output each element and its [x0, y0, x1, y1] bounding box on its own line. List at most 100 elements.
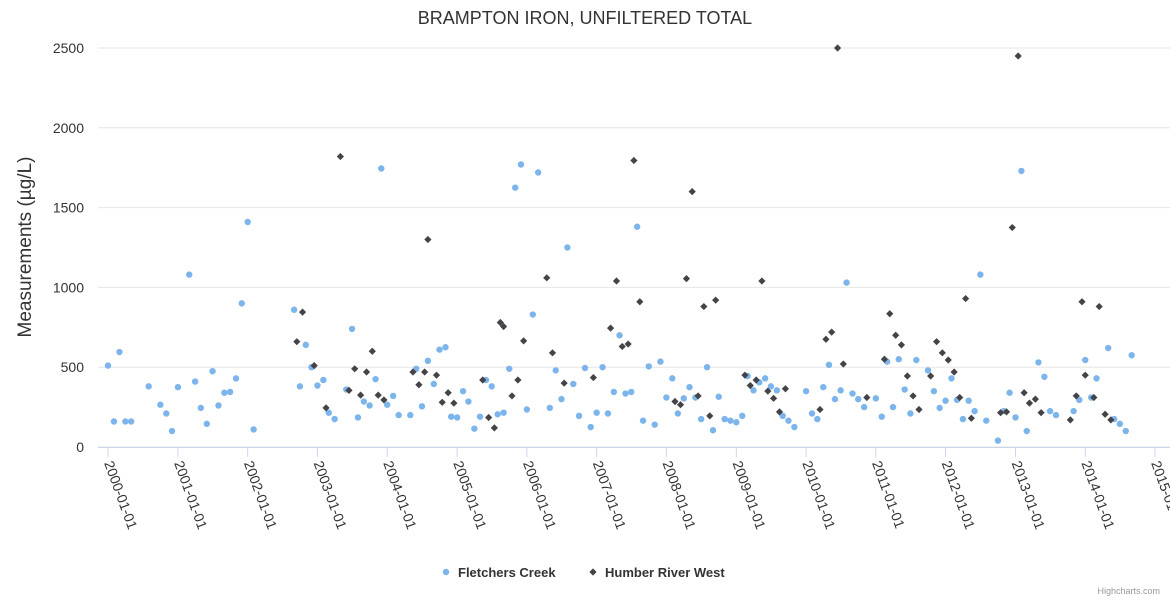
data-point[interactable] [1082, 356, 1089, 364]
data-point[interactable] [645, 363, 652, 370]
data-point[interactable] [496, 318, 504, 327]
data-point[interactable] [994, 437, 1002, 444]
data-point[interactable] [570, 380, 577, 388]
data-point[interactable] [186, 271, 193, 278]
data-point[interactable] [589, 373, 597, 382]
data-point[interactable] [938, 349, 946, 357]
data-point[interactable] [863, 393, 871, 402]
data-point[interactable] [409, 368, 417, 376]
data-point[interactable] [383, 401, 391, 408]
data-point[interactable] [508, 392, 516, 400]
data-point[interactable] [529, 311, 537, 318]
data-point[interactable] [325, 409, 332, 416]
data-point[interactable] [514, 376, 522, 384]
data-point[interactable] [1037, 409, 1045, 417]
data-point[interactable] [1006, 389, 1013, 396]
data-point[interactable] [395, 411, 402, 419]
data-point[interactable] [932, 338, 941, 346]
data-point[interactable] [581, 364, 589, 372]
data-point[interactable] [657, 358, 664, 365]
data-point[interactable] [831, 395, 839, 403]
data-point[interactable] [523, 406, 531, 413]
legend-item-fletchers-creek[interactable]: Fletchers Creek [442, 565, 557, 580]
data-point[interactable] [1002, 408, 1011, 416]
data-point[interactable] [895, 356, 902, 363]
data-point[interactable] [599, 364, 606, 371]
credits-link[interactable]: Highcharts.com [1097, 586, 1160, 596]
data-point[interactable] [459, 387, 467, 395]
data-point[interactable] [560, 379, 568, 387]
data-point[interactable] [808, 410, 816, 417]
data-point[interactable] [372, 375, 379, 383]
data-point[interactable] [453, 414, 461, 421]
data-point[interactable] [886, 310, 894, 318]
data-point[interactable] [872, 395, 880, 402]
data-point[interactable] [1023, 427, 1030, 435]
data-point[interactable] [983, 417, 990, 424]
data-point[interactable] [907, 410, 914, 417]
data-point[interactable] [915, 405, 923, 414]
data-point[interactable] [752, 376, 760, 384]
data-point[interactable] [104, 362, 112, 369]
data-point[interactable] [490, 424, 498, 432]
data-point[interactable] [1122, 427, 1129, 435]
data-point[interactable] [203, 420, 210, 428]
data-point[interactable] [471, 425, 478, 432]
data-point[interactable] [616, 332, 623, 339]
data-point[interactable] [450, 399, 458, 407]
data-point[interactable] [903, 372, 911, 380]
data-point[interactable] [345, 386, 353, 394]
legend[interactable]: Fletchers Creek Humber River West [442, 565, 726, 580]
data-point[interactable] [814, 415, 821, 423]
data-point[interactable] [977, 271, 984, 278]
data-point[interactable] [336, 152, 344, 161]
data-point[interactable] [837, 387, 844, 394]
data-point[interactable] [773, 387, 781, 394]
data-point[interactable] [232, 375, 240, 382]
data-point[interactable] [362, 368, 371, 376]
data-point[interactable] [250, 426, 257, 433]
data-point[interactable] [593, 409, 600, 416]
data-point[interactable] [892, 331, 900, 339]
data-point[interactable] [739, 412, 746, 420]
data-point[interactable] [168, 427, 176, 435]
data-point[interactable] [1035, 359, 1042, 366]
data-point[interactable] [1014, 52, 1022, 60]
data-point[interactable] [564, 244, 571, 251]
data-point[interactable] [694, 392, 702, 400]
data-point[interactable] [366, 402, 373, 409]
data-point[interactable] [322, 404, 330, 412]
data-point[interactable] [700, 302, 708, 311]
data-point[interactable] [901, 386, 908, 393]
data-point[interactable] [1116, 420, 1124, 428]
data-point[interactable] [942, 397, 949, 404]
data-point[interactable] [669, 375, 676, 382]
data-point[interactable] [534, 169, 542, 176]
data-point[interactable] [348, 325, 356, 333]
data-point[interactable] [1093, 375, 1100, 382]
data-point[interactable] [878, 413, 885, 420]
data-point[interactable] [368, 347, 376, 355]
data-point[interactable] [962, 294, 970, 303]
data-point[interactable] [1107, 416, 1115, 424]
data-point[interactable] [380, 396, 388, 404]
data-point[interactable] [320, 376, 327, 384]
data-point[interactable] [610, 388, 618, 396]
data-point[interactable] [1025, 399, 1034, 407]
data-point[interactable] [1031, 395, 1039, 403]
data-point[interactable] [296, 383, 304, 390]
data-point[interactable] [424, 357, 432, 365]
data-point[interactable] [374, 391, 382, 399]
data-point[interactable] [354, 414, 362, 421]
data-point[interactable] [163, 410, 170, 417]
data-point[interactable] [936, 404, 943, 412]
data-point[interactable] [967, 414, 975, 422]
data-point[interactable] [651, 421, 658, 428]
data-point[interactable] [506, 365, 513, 372]
data-point[interactable] [769, 394, 778, 402]
data-point[interactable] [418, 403, 426, 410]
data-point[interactable] [290, 306, 298, 313]
data-point[interactable] [721, 415, 728, 423]
data-point[interactable] [676, 401, 685, 409]
data-point[interactable] [494, 411, 501, 418]
